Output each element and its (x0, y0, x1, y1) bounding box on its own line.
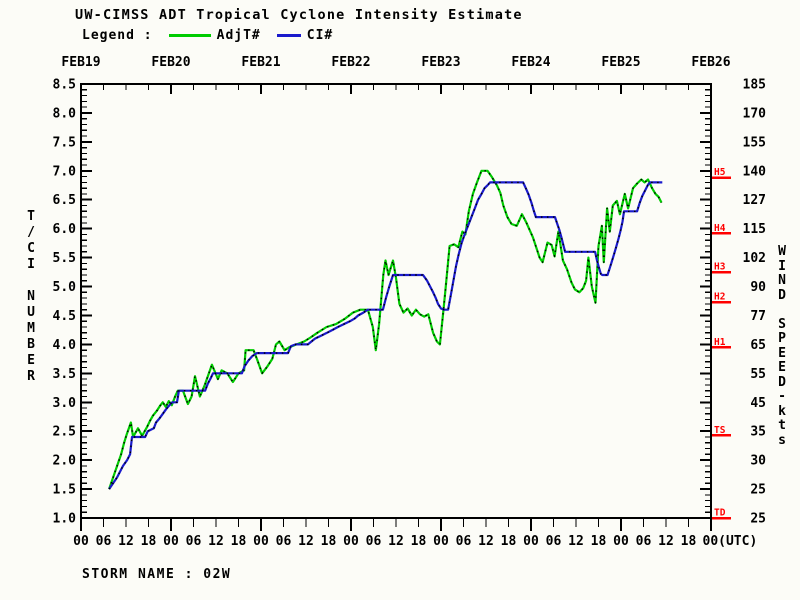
svg-text:00: 00 (433, 534, 449, 549)
category-markers: H5 H4 H3 H2 H1 TS TD (712, 167, 731, 520)
series-ci (108, 181, 663, 490)
svg-text:45: 45 (750, 396, 766, 411)
svg-text:00: 00 (253, 534, 269, 549)
svg-text:18: 18 (681, 534, 697, 549)
svg-text:06: 06 (366, 534, 382, 549)
svg-text:TD: TD (714, 508, 726, 519)
svg-text:127: 127 (743, 193, 766, 208)
right-axis: 185 170 155 140 127 115 102 90 77 65 55 45 35 30 25 25 (700, 78, 766, 527)
svg-text:12: 12 (118, 534, 134, 549)
svg-text:00: 00 (73, 534, 89, 549)
svg-text:5.0: 5.0 (53, 280, 77, 295)
svg-text:06: 06 (186, 534, 202, 549)
svg-text:65: 65 (750, 338, 766, 353)
svg-text:1.5: 1.5 (53, 483, 76, 498)
svg-text:2.0: 2.0 (53, 454, 77, 469)
svg-text:8.5: 8.5 (53, 78, 76, 93)
svg-text:12: 12 (658, 534, 674, 549)
y-axis-right-title: W I N D S P E E D - k t s (778, 244, 786, 448)
legend-adjt-label: AdjT# (216, 28, 261, 43)
svg-text:102: 102 (743, 251, 766, 266)
svg-text:6.5: 6.5 (53, 193, 76, 208)
svg-text:06: 06 (456, 534, 472, 549)
svg-text:2.5: 2.5 (53, 425, 76, 440)
svg-text:FEB22: FEB22 (331, 55, 370, 70)
svg-text:12: 12 (388, 534, 404, 549)
svg-text:06: 06 (636, 534, 652, 549)
svg-text:155: 155 (743, 135, 766, 150)
bottom-axis: 00 06 12 18 00 06 12 18 00 06 12 18 00 06 12 18 00 06 12 18… (73, 517, 757, 549)
svg-text:FEB20: FEB20 (151, 55, 190, 70)
svg-text:H5: H5 (714, 167, 726, 178)
svg-text:18: 18 (141, 534, 157, 549)
series-adjt (108, 169, 663, 490)
chart-title: UW-CIMSS ADT Tropical Cyclone Intensity … (75, 7, 523, 23)
svg-text:30: 30 (750, 454, 766, 469)
svg-text:18: 18 (231, 534, 247, 549)
svg-text:18: 18 (321, 534, 337, 549)
svg-text:FEB26: FEB26 (691, 55, 730, 70)
svg-text:77: 77 (750, 309, 766, 324)
svg-text:H4: H4 (714, 223, 726, 234)
svg-text:00(UTC): 00(UTC) (703, 534, 758, 549)
svg-text:12: 12 (478, 534, 494, 549)
svg-text:FEB25: FEB25 (601, 55, 640, 70)
svg-text:00: 00 (613, 534, 629, 549)
svg-text:4.0: 4.0 (53, 338, 77, 353)
plot-frame (80, 83, 712, 519)
svg-text:3.5: 3.5 (53, 367, 76, 382)
legend: Legend : AdjT# CI# (82, 28, 333, 43)
svg-text:06: 06 (96, 534, 112, 549)
svg-text:12: 12 (298, 534, 314, 549)
svg-text:06: 06 (276, 534, 292, 549)
svg-text:185: 185 (743, 78, 766, 93)
storm-name: STORM NAME : 02W (82, 567, 232, 582)
svg-text:H2: H2 (714, 292, 725, 303)
svg-text:18: 18 (591, 534, 607, 549)
svg-text:25: 25 (750, 483, 766, 498)
svg-text:18: 18 (501, 534, 517, 549)
svg-text:115: 115 (743, 222, 766, 237)
adjt-line-swatch (168, 34, 211, 37)
svg-text:12: 12 (568, 534, 584, 549)
y-axis-left-title: T / C I N U M B E R (27, 209, 35, 384)
svg-text:00: 00 (343, 534, 359, 549)
ci-line-swatch (276, 34, 301, 37)
svg-text:140: 140 (743, 164, 767, 179)
svg-text:FEB23: FEB23 (421, 55, 460, 70)
svg-text:00: 00 (163, 534, 179, 549)
left-axis: 8.5 8.0 7.5 7.0 6.5 6.0 5.5 5.0 4.5 4.0 3.5 3.0 2.5 2… (53, 78, 92, 527)
svg-text:5.5: 5.5 (53, 251, 76, 266)
svg-text:8.0: 8.0 (53, 106, 77, 121)
svg-text:3.0: 3.0 (53, 396, 77, 411)
svg-text:90: 90 (750, 280, 766, 295)
svg-text:H3: H3 (714, 262, 726, 273)
svg-text:170: 170 (743, 106, 767, 121)
svg-text:7.0: 7.0 (53, 164, 77, 179)
svg-text:55: 55 (750, 367, 766, 382)
legend-label: Legend : (82, 28, 153, 43)
svg-text:1.0: 1.0 (53, 512, 77, 527)
svg-text:25: 25 (750, 512, 766, 527)
svg-text:4.5: 4.5 (53, 309, 76, 324)
svg-text:FEB24: FEB24 (511, 55, 550, 70)
svg-text:TS: TS (714, 425, 726, 436)
svg-text:7.5: 7.5 (53, 135, 76, 150)
svg-text:H1: H1 (714, 337, 726, 348)
svg-text:12: 12 (208, 534, 224, 549)
svg-text:06: 06 (546, 534, 562, 549)
svg-text:FEB21: FEB21 (241, 55, 280, 70)
svg-text:FEB19: FEB19 (61, 55, 100, 70)
svg-text:6.0: 6.0 (53, 222, 77, 237)
svg-text:35: 35 (750, 425, 766, 440)
svg-text:18: 18 (411, 534, 427, 549)
svg-text:00: 00 (523, 534, 539, 549)
legend-ci-label: CI# (306, 28, 334, 43)
top-axis: FEB19 FEB20 FEB21 FEB22 FEB23 FEB24 FEB25 FEB26 (61, 55, 731, 94)
